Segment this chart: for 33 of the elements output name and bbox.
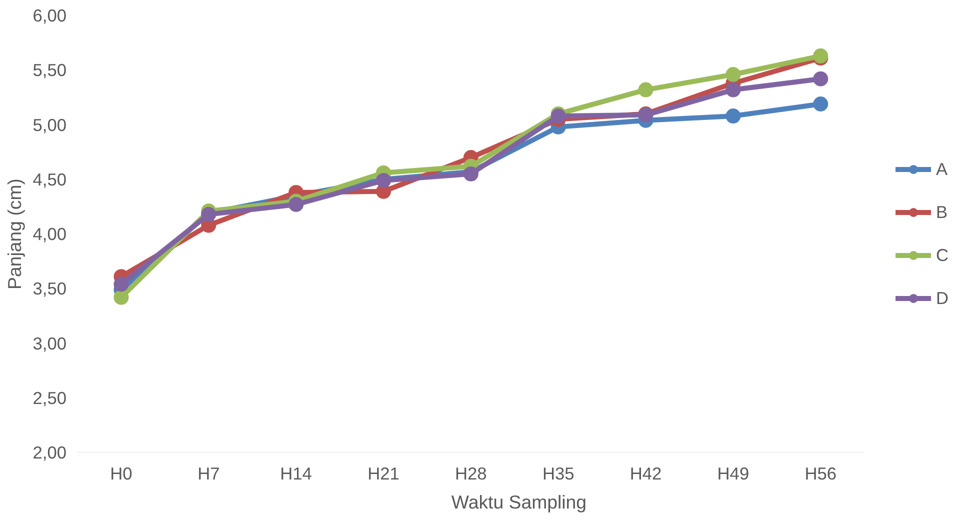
point [813,96,828,112]
y-tick-label: 5,00 [32,114,67,135]
y-axis-title: Panjang (cm) [4,178,25,290]
x-tick-label: H35 [542,464,574,484]
x-tick-label: H0 [110,464,132,484]
legend-label: A [936,158,949,180]
point [726,108,741,124]
x-tick-label: H56 [804,464,837,484]
x-tick-label: H7 [198,464,220,484]
x-tick-label: H21 [368,464,400,484]
point [288,197,304,212]
y-tick-label: 3,50 [32,278,67,299]
point [638,82,654,98]
y-tick-label: 5,50 [32,60,67,80]
x-axis-title: Waktu Sampling [451,492,587,512]
y-tick-label: 3,00 [32,333,67,354]
point [114,276,129,292]
x-tick-label: H49 [717,464,750,484]
legend-label: B [936,202,949,222]
legend-label: C [936,244,950,266]
y-tick-label: 4,00 [32,224,67,244]
y-tick-label: 2,50 [32,388,67,408]
y-tick-label: 6,00 [32,6,67,26]
point [114,290,129,305]
y-tick-label: 4,50 [32,169,67,190]
legend-label: D [936,288,950,308]
point [813,71,828,86]
x-tick-label: H42 [630,464,662,484]
point [726,67,741,82]
point [726,82,741,98]
x-tick-label: H28 [455,464,487,484]
y-tick-label: 2,00 [32,442,67,462]
x-tick-label: H14 [280,464,312,484]
